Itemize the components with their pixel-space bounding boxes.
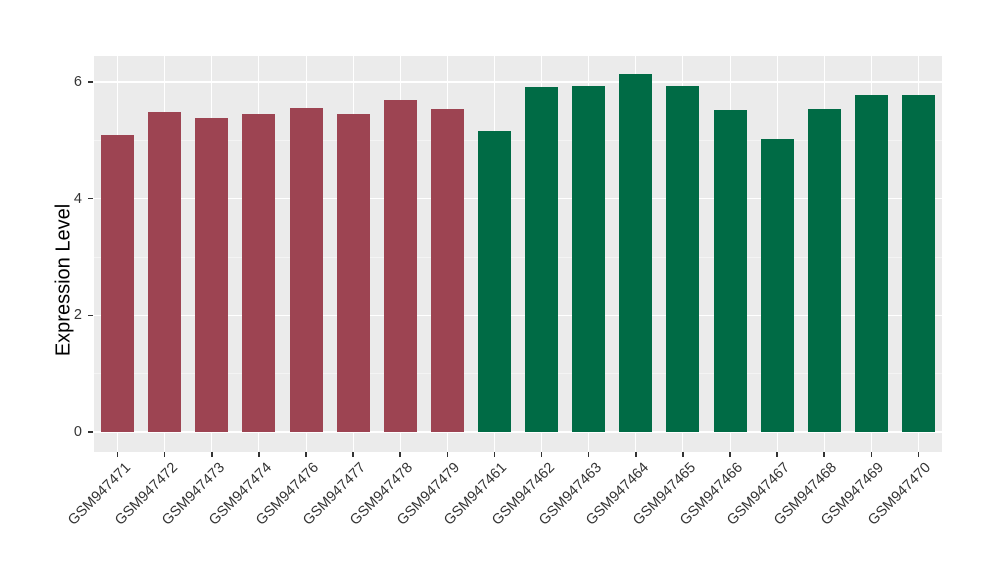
x-tick-GSM947468 <box>823 452 825 457</box>
bar-GSM947471 <box>101 135 135 432</box>
gridline-minor-y1 <box>94 373 942 375</box>
y-tick-label-0: 0 <box>73 424 82 440</box>
bar-GSM947476 <box>289 108 323 432</box>
bar-GSM947478 <box>383 99 417 432</box>
gridline-minor-y5 <box>94 139 942 141</box>
x-tick-GSM947471 <box>116 452 119 457</box>
y-tick-6 <box>88 81 93 83</box>
bar-GSM947467 <box>760 138 794 432</box>
bar-GSM947479 <box>430 108 464 432</box>
gridline-major-y0 <box>94 431 942 433</box>
y-tick-0 <box>88 431 93 433</box>
bar-GSM947468 <box>807 108 841 432</box>
y-tick-2 <box>88 314 93 317</box>
x-tick-GSM947462 <box>540 452 543 457</box>
bar-GSM947474 <box>242 113 276 432</box>
y-tick-label-2: 2 <box>73 307 82 324</box>
x-tick-GSM947479 <box>446 452 449 457</box>
bar-GSM947470 <box>901 94 935 432</box>
gridline-major-y4 <box>94 197 942 200</box>
bar-GSM947461 <box>477 131 511 432</box>
x-tick-GSM947467 <box>776 452 778 457</box>
x-tick-GSM947478 <box>399 452 401 457</box>
bar-GSM947477 <box>336 113 370 432</box>
x-tick-GSM947465 <box>682 452 684 457</box>
x-tick-GSM947476 <box>305 452 307 457</box>
x-tick-GSM947461 <box>493 452 496 457</box>
bar-GSM947462 <box>525 87 559 432</box>
x-tick-GSM947474 <box>258 452 260 457</box>
y-tick-label-6: 6 <box>73 74 82 91</box>
bar-GSM947473 <box>195 118 229 432</box>
x-tick-GSM947472 <box>163 452 166 457</box>
bar-GSM947469 <box>854 94 888 432</box>
bar-GSM947472 <box>148 112 182 432</box>
x-tick-GSM947470 <box>917 452 920 457</box>
gridline-minor-y3 <box>94 256 942 258</box>
x-tick-GSM947477 <box>352 452 354 457</box>
x-tick-GSM947469 <box>870 452 873 457</box>
bar-GSM947465 <box>666 86 700 432</box>
x-tick-GSM947463 <box>587 452 590 457</box>
y-axis-title: Expression Level <box>52 203 75 357</box>
y-tick-4 <box>88 197 93 200</box>
x-tick-GSM947464 <box>635 452 637 457</box>
gridline-major-y6 <box>94 81 942 83</box>
x-tick-GSM947466 <box>729 452 731 457</box>
x-tick-GSM947473 <box>211 452 213 457</box>
bar-GSM947464 <box>619 74 653 432</box>
gridline-major-y2 <box>94 314 942 317</box>
y-tick-label-4: 4 <box>73 190 82 207</box>
bar-GSM947463 <box>572 85 606 432</box>
plot-panel <box>94 56 942 452</box>
bar-GSM947466 <box>713 110 747 432</box>
